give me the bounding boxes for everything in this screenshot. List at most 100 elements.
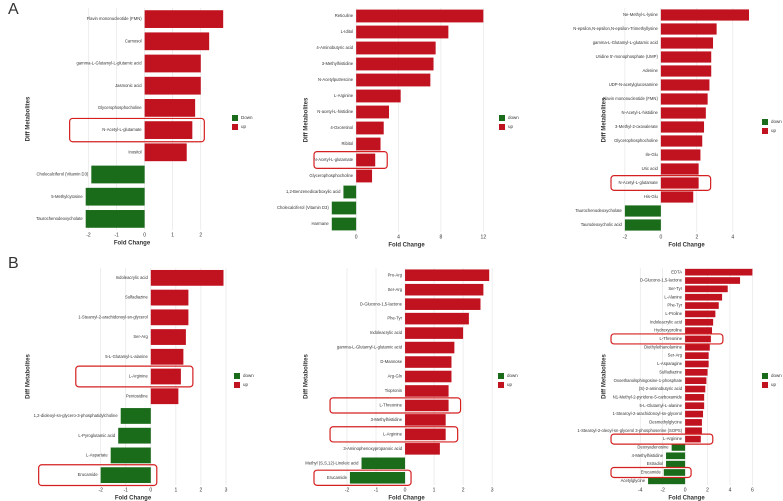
- bar: [685, 410, 704, 418]
- legend-label: Down: [241, 115, 253, 120]
- category-label: Erucamide: [78, 472, 99, 477]
- category-label: 4-Oxoretinol: [330, 125, 353, 130]
- bar: [405, 414, 446, 426]
- bar: [144, 10, 224, 28]
- x-tick-label: 2: [706, 487, 709, 493]
- category-label: D-Mannose: [380, 359, 402, 364]
- x-tick-label: 4: [729, 487, 732, 493]
- bar: [150, 348, 184, 365]
- panel-label: A: [8, 1, 19, 18]
- x-tick-label: 0: [684, 487, 687, 493]
- bar: [331, 217, 357, 231]
- bar: [356, 73, 431, 87]
- legend-swatch: [232, 124, 238, 130]
- x-tick-label: 4: [397, 234, 400, 240]
- x-tick-label: 2: [199, 232, 202, 238]
- highlight-box: [38, 464, 158, 487]
- bar: [685, 327, 713, 334]
- category-label: Erucamide: [327, 475, 348, 480]
- bar: [356, 121, 384, 135]
- category-label: Indoleacrylic acid: [116, 275, 149, 280]
- x-tick-label: 2: [462, 487, 465, 493]
- x-tick-label: 0: [355, 234, 358, 240]
- bar: [405, 341, 455, 354]
- bar: [356, 105, 390, 119]
- legend-swatch: [234, 373, 240, 379]
- category-label: gamma-L-Glutamyl-L-glutamic acid: [337, 345, 403, 350]
- bar: [685, 318, 714, 326]
- x-axis-title: Fold Change: [388, 243, 425, 249]
- bar: [405, 269, 490, 282]
- bar: [660, 51, 712, 63]
- category-label: Diethylethanolamine: [644, 344, 683, 349]
- bar: [660, 149, 701, 161]
- highlight-box: [329, 426, 459, 443]
- bar: [405, 283, 484, 296]
- x-tick-label: -1: [374, 487, 379, 493]
- x-tick-label: -2: [86, 232, 91, 238]
- legend-label: up: [243, 382, 249, 387]
- bar: [685, 285, 728, 293]
- bar: [150, 289, 189, 306]
- category-label: L-Pyroglutamic acid: [78, 433, 115, 438]
- bar: [666, 452, 686, 460]
- bar: [685, 419, 702, 426]
- bar: [685, 310, 716, 318]
- bar: [685, 335, 711, 343]
- category-label: Jasmonic acid: [115, 83, 142, 88]
- category-label: Glycerophosphocholine: [614, 138, 658, 143]
- bar: [685, 360, 709, 368]
- category-label: 1-Stearoyl-2-arachidonoyl-sn-glycerol: [78, 314, 148, 319]
- bar: [100, 467, 151, 484]
- category-label: Glycerophosphocholine: [309, 173, 353, 178]
- panel-label: B: [8, 255, 19, 272]
- bar: [405, 298, 481, 310]
- legend-label: up: [771, 128, 777, 133]
- x-tick-label: 0: [404, 487, 407, 493]
- category-label: 3-Aminophenoxypropanoic acid: [343, 446, 402, 451]
- x-tick-label: -2: [345, 487, 350, 493]
- bar: [685, 427, 702, 435]
- category-label: 5-L-Glutamyl-L-alanine: [105, 354, 148, 359]
- category-label: Adenine: [642, 68, 658, 73]
- bar: [685, 302, 719, 309]
- bar: [91, 165, 145, 184]
- category-label: Harmane: [312, 221, 330, 226]
- category-label: N-Acetyl-L-histidine: [622, 110, 659, 115]
- category-label: 4-Methylhistidine: [632, 453, 664, 458]
- bar: [660, 65, 712, 77]
- x-tick-label: -1: [114, 232, 119, 238]
- bar: [685, 368, 708, 376]
- category-label: L-Arginine: [129, 374, 149, 379]
- legend-label: down: [243, 373, 254, 378]
- category-label: Hydroxyproline: [654, 328, 683, 333]
- category-label: UDP-N-acetylglucosamine: [609, 82, 659, 87]
- bar: [685, 277, 741, 284]
- legend-label: up: [241, 124, 247, 129]
- x-tick-label: 1: [433, 487, 436, 493]
- highlight-box: [313, 469, 412, 486]
- category-label: L-Threonine: [379, 403, 402, 408]
- category-label: N-epsilon,N-epsilon,N-epsilon-Trimethyll…: [573, 26, 658, 31]
- bar: [405, 443, 440, 455]
- category-label: (S)-2-aminobutyric acid: [639, 386, 683, 391]
- category-label: Indoleacrylic acid: [370, 330, 403, 335]
- category-label: Ser-Tyr: [668, 286, 682, 291]
- category-label: Estradiol: [647, 461, 663, 466]
- category-label: Ser-Arg: [668, 353, 683, 358]
- x-tick-label: 1: [171, 232, 174, 238]
- bar: [144, 99, 196, 117]
- bar: [150, 388, 179, 405]
- category-label: Flavin mononucleotide (FMN): [603, 96, 659, 101]
- x-tick-label: 3: [225, 487, 228, 493]
- legend-swatch: [762, 382, 768, 388]
- category-label: Flavin mononucleotide (FMN): [87, 16, 143, 21]
- category-label: Deoxyadenosine: [637, 445, 669, 450]
- bar: [356, 57, 434, 71]
- category-label: 3-Methyl-2-oxovalerate: [615, 124, 658, 129]
- category-label: Phe-Tyr: [387, 316, 402, 321]
- bar: [660, 121, 705, 133]
- category-label: Acetylglycine: [621, 478, 646, 483]
- highlight-box: [313, 151, 388, 170]
- bar: [150, 368, 181, 385]
